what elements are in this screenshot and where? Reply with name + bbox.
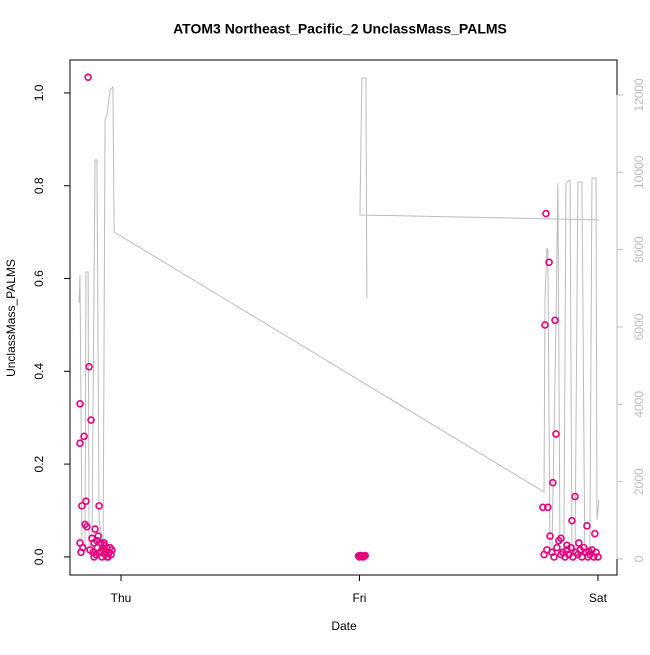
y-tick-label: 0.4 xyxy=(32,363,46,380)
data-point xyxy=(82,497,90,506)
data-point xyxy=(563,541,571,550)
y2-tick-label: 0 xyxy=(632,555,646,562)
y2-tick-label: 12000 xyxy=(632,78,646,112)
data-point xyxy=(553,543,561,552)
data-point xyxy=(94,532,102,540)
y-tick-label: 0.2 xyxy=(32,455,46,472)
data-point xyxy=(79,543,87,552)
data-point xyxy=(78,502,86,510)
data-point xyxy=(93,536,101,545)
plot-box xyxy=(69,59,618,576)
y-axis-label: UnclassMass_PALMS xyxy=(4,259,18,377)
data-point xyxy=(108,546,116,554)
data-point xyxy=(545,258,553,267)
data-point xyxy=(585,547,593,556)
data-point xyxy=(97,547,105,556)
altitude-line xyxy=(78,77,600,556)
data-point xyxy=(76,399,84,408)
data-point xyxy=(557,534,565,543)
data-point xyxy=(550,553,558,561)
data-point xyxy=(546,532,554,540)
data-point xyxy=(80,432,88,441)
data-point xyxy=(85,362,93,371)
y-tick-label: 0.6 xyxy=(32,270,46,287)
x-tick-label: Fri xyxy=(352,591,366,605)
data-point xyxy=(549,478,557,487)
data-point xyxy=(591,529,599,538)
y2-tick-label: 6000 xyxy=(632,313,646,340)
y2-tick-label: 8000 xyxy=(632,236,646,263)
data-point xyxy=(539,503,547,512)
x-axis-label: Date xyxy=(331,619,357,633)
x-tick-label: Sat xyxy=(589,591,608,605)
data-point xyxy=(583,522,591,530)
data-point xyxy=(551,316,559,325)
data-point xyxy=(541,321,549,329)
data-point xyxy=(84,73,92,81)
data-point xyxy=(571,492,579,501)
data-point xyxy=(542,209,550,218)
data-point xyxy=(361,551,369,560)
data-point xyxy=(544,503,552,512)
x-tick-label: Thu xyxy=(111,591,132,605)
data-point xyxy=(103,553,111,561)
y2-tick-label: 2000 xyxy=(632,468,646,495)
y2-tick-label: 4000 xyxy=(632,391,646,418)
data-point xyxy=(568,516,576,525)
data-point xyxy=(594,553,602,561)
data-point xyxy=(83,522,91,531)
y-tick-label: 0.0 xyxy=(32,548,46,565)
data-point xyxy=(91,525,99,533)
data-point xyxy=(552,430,560,438)
data-point xyxy=(90,553,98,561)
y-tick-label: 1.0 xyxy=(32,84,46,101)
y2-tick-label: 10000 xyxy=(632,155,646,189)
y-tick-label: 0.8 xyxy=(32,177,46,194)
data-point xyxy=(100,539,108,547)
data-point xyxy=(575,539,583,547)
chart-title: ATOM3 Northeast_Pacific_2 UnclassMass_PA… xyxy=(173,21,507,37)
data-point xyxy=(87,416,95,424)
data-point xyxy=(76,439,84,448)
data-point xyxy=(95,502,103,510)
